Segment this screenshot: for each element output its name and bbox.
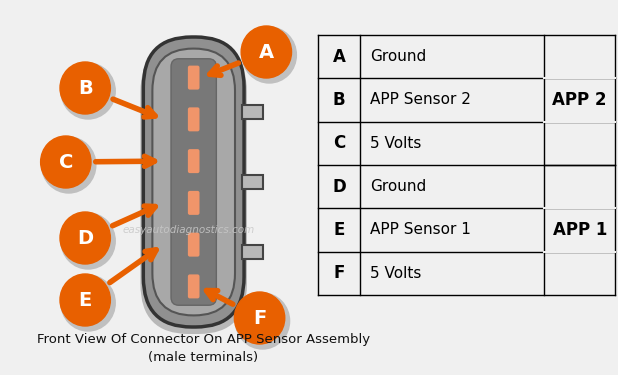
FancyBboxPatch shape: [171, 59, 216, 305]
Circle shape: [61, 275, 115, 331]
FancyBboxPatch shape: [242, 175, 263, 189]
Text: APP 1: APP 1: [552, 221, 607, 239]
Circle shape: [235, 293, 290, 349]
Text: Ground: Ground: [370, 179, 426, 194]
FancyArrowPatch shape: [96, 156, 154, 166]
Text: A: A: [332, 48, 345, 66]
Text: E: E: [333, 221, 345, 239]
FancyArrowPatch shape: [210, 63, 239, 75]
FancyBboxPatch shape: [188, 149, 200, 173]
Text: D: D: [77, 228, 93, 248]
Text: A: A: [259, 42, 274, 62]
Text: APP 2: APP 2: [552, 91, 607, 109]
FancyBboxPatch shape: [188, 66, 200, 90]
Text: 5 Volts: 5 Volts: [370, 136, 421, 151]
FancyArrowPatch shape: [206, 291, 233, 304]
Text: (male terminals): (male terminals): [148, 351, 258, 364]
Text: B: B: [332, 91, 345, 109]
Circle shape: [241, 26, 292, 78]
Text: E: E: [78, 291, 92, 309]
Circle shape: [60, 212, 111, 264]
FancyBboxPatch shape: [242, 105, 263, 119]
Text: F: F: [253, 309, 266, 327]
FancyBboxPatch shape: [140, 42, 247, 334]
Text: 5 Volts: 5 Volts: [370, 266, 421, 281]
Text: B: B: [78, 78, 93, 98]
Circle shape: [61, 63, 115, 119]
Circle shape: [60, 274, 111, 326]
FancyBboxPatch shape: [188, 107, 200, 131]
Text: Front View Of Connector On APP Sensor Assembly: Front View Of Connector On APP Sensor As…: [37, 333, 370, 346]
Text: C: C: [333, 134, 345, 152]
Circle shape: [61, 213, 115, 269]
Text: easyautodiagnostics.com: easyautodiagnostics.com: [123, 225, 255, 235]
Text: APP Sensor 2: APP Sensor 2: [370, 93, 471, 108]
FancyArrowPatch shape: [112, 206, 155, 226]
Text: C: C: [59, 153, 73, 171]
FancyBboxPatch shape: [188, 232, 200, 256]
Circle shape: [41, 136, 91, 188]
Circle shape: [234, 292, 285, 344]
Circle shape: [41, 137, 96, 193]
FancyArrowPatch shape: [113, 99, 155, 117]
Circle shape: [242, 27, 297, 83]
Text: D: D: [332, 178, 346, 196]
Text: Ground: Ground: [370, 49, 426, 64]
Circle shape: [60, 62, 111, 114]
FancyArrowPatch shape: [110, 250, 156, 283]
Text: F: F: [333, 264, 345, 282]
FancyBboxPatch shape: [143, 37, 244, 327]
FancyBboxPatch shape: [242, 244, 263, 259]
FancyBboxPatch shape: [188, 191, 200, 215]
Text: APP Sensor 1: APP Sensor 1: [370, 222, 471, 237]
FancyBboxPatch shape: [188, 274, 200, 298]
FancyBboxPatch shape: [153, 49, 235, 315]
